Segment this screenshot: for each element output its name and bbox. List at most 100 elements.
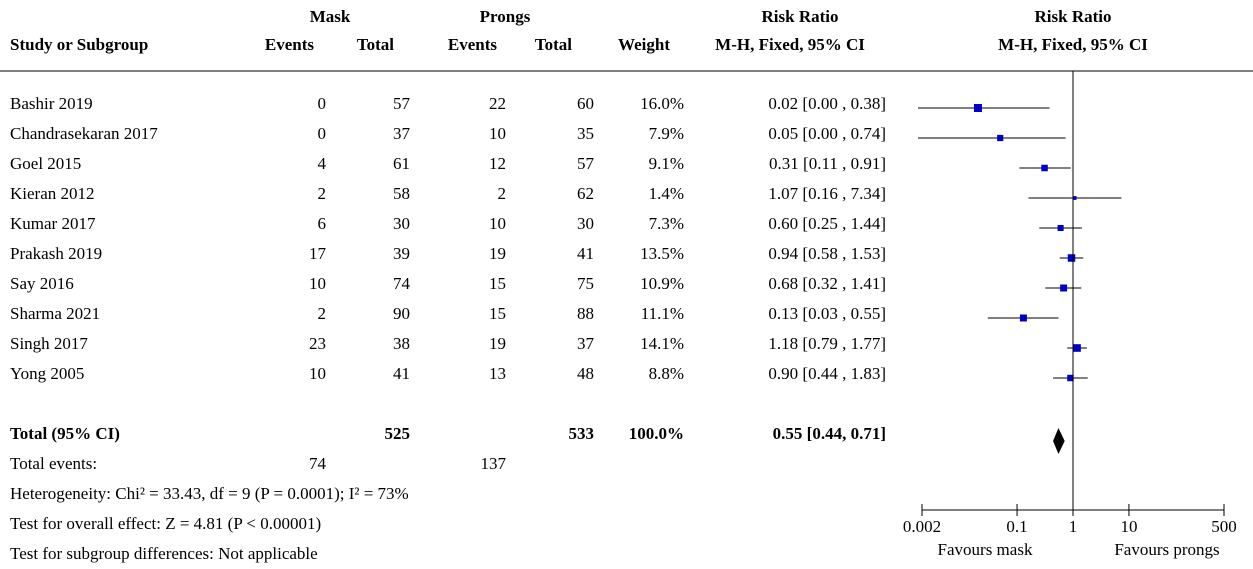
- table-cell: 19: [489, 244, 506, 263]
- study-name: Prakash 2019: [10, 244, 102, 263]
- table-cell: 37: [577, 334, 595, 353]
- footnote: Test for subgroup differences: Not appli…: [10, 544, 318, 563]
- effect-square: [1041, 164, 1048, 172]
- footnote: Test for overall effect: Z = 4.81 (P < 0…: [10, 514, 321, 533]
- column-header: Events: [448, 35, 498, 54]
- table-cell: 39: [393, 244, 410, 263]
- table-cell: 30: [393, 214, 410, 233]
- x-label-right: Favours prongs: [1114, 540, 1219, 559]
- table-cell: 2: [498, 184, 507, 203]
- effect-square: [1073, 344, 1081, 352]
- plot-header: Risk Ratio: [1035, 7, 1112, 26]
- table-cell: 74: [309, 454, 327, 473]
- x-tick-label: 500: [1211, 517, 1237, 536]
- effect-square: [1057, 224, 1064, 232]
- effect-square: [1019, 314, 1027, 322]
- table-cell: 17: [309, 244, 327, 263]
- column-header: Total: [357, 35, 394, 54]
- table-cell: 57: [577, 154, 595, 173]
- weight-cell: 11.1%: [641, 304, 684, 323]
- x-tick-label: 1: [1069, 517, 1078, 536]
- study-name: Sharma 2021: [10, 304, 100, 323]
- study-name: Kumar 2017: [10, 214, 96, 233]
- column-header: Events: [265, 35, 315, 54]
- effect-square: [997, 134, 1004, 142]
- weight-cell: 7.3%: [649, 214, 684, 233]
- study-name: Bashir 2019: [10, 94, 93, 113]
- x-label-left: Favours mask: [938, 540, 1033, 559]
- ci-cell: 1.07 [0.16 , 7.34]: [768, 184, 886, 203]
- table-cell: 10: [309, 364, 326, 383]
- table-cell: 74: [393, 274, 411, 293]
- ci-cell: 0.55 [0.44, 0.71]: [773, 424, 886, 443]
- table-cell: 48: [577, 364, 594, 383]
- effect-header: Risk Ratio: [762, 7, 839, 26]
- table-cell: 58: [393, 184, 410, 203]
- table-cell: 88: [577, 304, 594, 323]
- total-name: Total (95% CI): [10, 424, 120, 443]
- weight-cell: 13.5%: [640, 244, 684, 263]
- column-header: Total: [535, 35, 572, 54]
- weight-cell: 100.0%: [629, 424, 684, 443]
- effect-square: [1067, 374, 1074, 382]
- study-name: Goel 2015: [10, 154, 81, 173]
- table-cell: 2: [318, 304, 327, 323]
- table-cell: 12: [489, 154, 506, 173]
- ci-cell: 0.94 [0.58 , 1.53]: [768, 244, 886, 263]
- table-cell: 525: [385, 424, 411, 443]
- table-cell: 4: [318, 154, 327, 173]
- table-cell: 57: [393, 94, 411, 113]
- table-cell: 10: [489, 214, 506, 233]
- table-cell: 533: [569, 424, 595, 443]
- table-cell: 35: [577, 124, 594, 143]
- table-cell: 19: [489, 334, 506, 353]
- effect-square: [1060, 284, 1068, 292]
- table-cell: 137: [481, 454, 507, 473]
- ci-cell: 0.68 [0.32 , 1.41]: [768, 274, 886, 293]
- table-cell: 15: [489, 274, 506, 293]
- table-cell: 75: [577, 274, 594, 293]
- table-cell: 62: [577, 184, 594, 203]
- study-name: Say 2016: [10, 274, 74, 293]
- column-header: Weight: [618, 35, 670, 54]
- plot-area: [918, 104, 1122, 382]
- table-cell: 2: [318, 184, 327, 203]
- table-cell: 37: [393, 124, 411, 143]
- x-tick-label: 0.1: [1006, 517, 1027, 536]
- group-header: Mask: [310, 7, 351, 26]
- ci-cell: 0.31 [0.11 , 0.91]: [769, 154, 886, 173]
- study-name: Chandrasekaran 2017: [10, 124, 158, 143]
- footnote: Heterogeneity: Chi² = 33.43, df = 9 (P =…: [10, 484, 409, 503]
- table-cell: 30: [577, 214, 594, 233]
- ci-cell: 0.13 [0.03 , 0.55]: [768, 304, 886, 323]
- column-header: Study or Subgroup: [10, 35, 148, 54]
- table-cell: 90: [393, 304, 410, 323]
- table-cell: 23: [309, 334, 326, 353]
- table-cell: 22: [489, 94, 506, 113]
- table-cell: 15: [489, 304, 506, 323]
- weight-cell: 10.9%: [640, 274, 684, 293]
- effect-square: [1072, 196, 1077, 200]
- summary-diamond: [1053, 428, 1065, 454]
- x-tick-label: 0.002: [903, 517, 941, 536]
- weight-cell: 9.1%: [649, 154, 684, 173]
- column-header: M-H, Fixed, 95% CI: [715, 35, 865, 54]
- study-name: Yong 2005: [10, 364, 84, 383]
- table-cell: 10: [489, 124, 506, 143]
- ci-cell: 1.18 [0.79 , 1.77]: [768, 334, 886, 353]
- table-cell: 10: [309, 274, 326, 293]
- table-cell: 6: [318, 214, 327, 233]
- group-header: Prongs: [480, 7, 531, 26]
- table-cell: 0: [318, 124, 327, 143]
- study-name: Singh 2017: [10, 334, 88, 353]
- ci-cell: 0.90 [0.44 , 1.83]: [768, 364, 886, 383]
- weight-cell: 14.1%: [640, 334, 684, 353]
- study-name: Kieran 2012: [10, 184, 95, 203]
- table-cell: 13: [489, 364, 506, 383]
- table-cell: 41: [393, 364, 410, 383]
- table-cell: 61: [393, 154, 410, 173]
- ci-cell: 0.60 [0.25 , 1.44]: [768, 214, 886, 233]
- table-cell: 41: [577, 244, 594, 263]
- weight-cell: 16.0%: [640, 94, 684, 113]
